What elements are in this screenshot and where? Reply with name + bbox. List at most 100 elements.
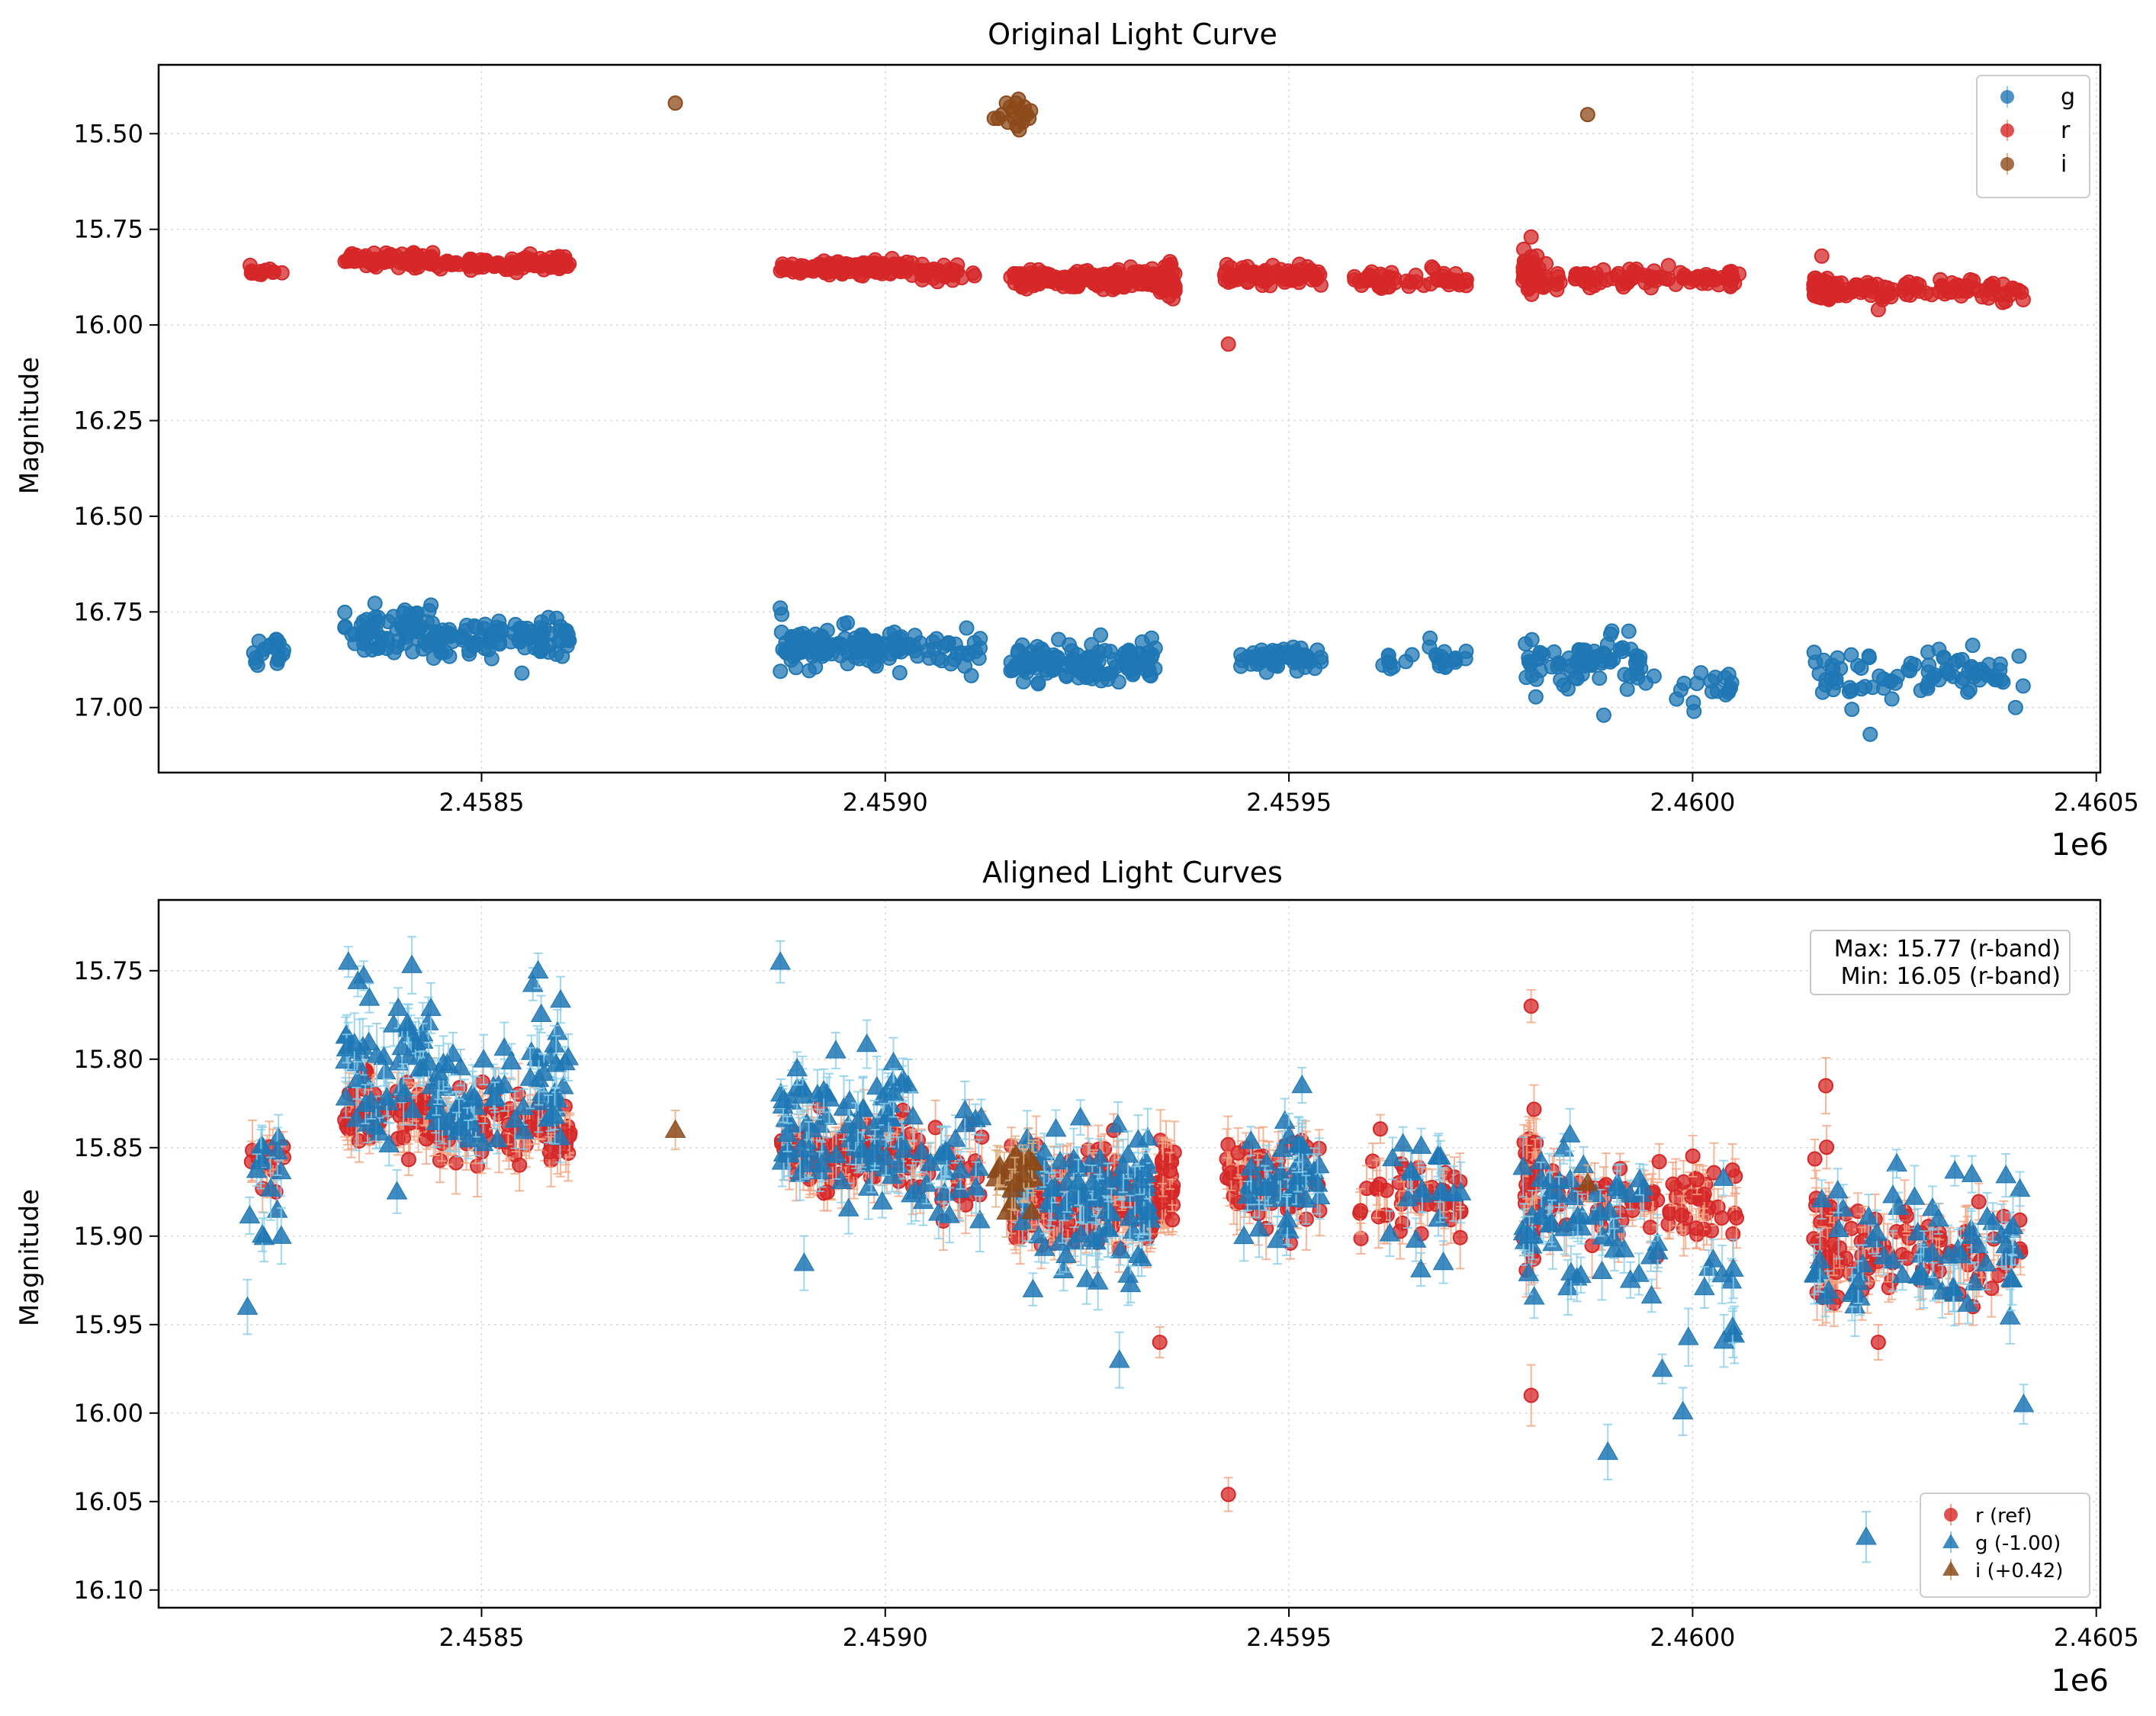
- data-point-r-ref: [1527, 1103, 1541, 1117]
- data-point-g: [1534, 664, 1547, 677]
- data-point-r-ref: [1354, 1204, 1367, 1218]
- data-point-r: [876, 264, 889, 278]
- data-point-r: [1662, 259, 1676, 272]
- data-point-g: [1128, 659, 1142, 673]
- data-point-r: [1539, 257, 1553, 271]
- data-point-g: [1115, 651, 1129, 665]
- data-point-g: [872, 647, 885, 660]
- data-point-r-ref: [397, 1131, 410, 1145]
- data-point-g: [1965, 662, 1979, 676]
- data-point-g: [1304, 654, 1318, 668]
- data-point-g: [789, 631, 802, 644]
- data-point-g: [2012, 649, 2026, 663]
- legend-marker-g: [2000, 90, 2014, 104]
- data-point-g: [853, 652, 866, 666]
- data-point-g: [1639, 676, 1653, 690]
- legend: gri: [1977, 76, 2090, 198]
- data-point-g: [1592, 671, 1606, 685]
- data-point-g: [1020, 651, 1034, 665]
- data-point-g: [1920, 680, 1934, 693]
- data-point-g: [893, 666, 907, 680]
- data-point-g: [542, 638, 556, 652]
- data-point-r: [1982, 291, 1996, 305]
- y-tick-label: 16.00: [73, 310, 143, 339]
- x-axis-offset-label: 1e6: [2051, 1663, 2109, 1698]
- data-point-r-ref: [1374, 1122, 1387, 1136]
- data-point-g: [2016, 679, 2030, 693]
- data-point-g: [1065, 654, 1079, 668]
- data-point-r: [917, 264, 930, 278]
- data-point-r: [1919, 286, 1933, 300]
- data-point-g: [959, 621, 973, 635]
- data-point-r-ref: [1519, 1178, 1533, 1192]
- legend-marker-i: [2000, 157, 2014, 171]
- data-point-g: [1017, 675, 1030, 689]
- data-point-g: [1031, 677, 1045, 691]
- data-point-r: [1219, 265, 1232, 278]
- data-point-g: [1245, 651, 1258, 665]
- data-point-r: [442, 256, 456, 270]
- data-point-g: [1264, 651, 1277, 665]
- data-point-g: [561, 639, 574, 653]
- data-point-g: [1845, 683, 1859, 697]
- data-point-g: [1622, 625, 1636, 638]
- data-point-g: [1382, 655, 1396, 669]
- data-point-g: [1863, 728, 1877, 741]
- data-point-r: [263, 262, 277, 276]
- data-point-r: [1830, 277, 1844, 291]
- data-point-g: [958, 659, 972, 673]
- data-point-r: [1232, 270, 1246, 284]
- legend-label-g: g: [2061, 84, 2075, 111]
- data-point-g: [935, 654, 949, 667]
- data-point-g: [895, 645, 908, 659]
- x-tick-label: 2.4595: [1246, 788, 1332, 817]
- data-point-g: [366, 625, 380, 639]
- data-point-g: [2009, 701, 2023, 715]
- data-point-r-ref: [1689, 1222, 1703, 1236]
- data-point-g: [1084, 638, 1098, 651]
- y-axis-label: Magnitude: [14, 357, 45, 494]
- data-point-g: [1062, 638, 1076, 652]
- data-point-i: [1012, 123, 1026, 137]
- data-point-r: [243, 259, 257, 272]
- data-point-r-ref: [1372, 1210, 1386, 1223]
- data-point-g: [1399, 654, 1412, 668]
- data-point-g: [1933, 673, 1946, 686]
- data-point-g: [338, 606, 352, 619]
- data-point-r: [930, 264, 944, 278]
- data-point-i: [988, 111, 1001, 125]
- data-point-g: [1808, 655, 1822, 669]
- legend-label-i: i: [2061, 151, 2067, 178]
- data-point-r: [1222, 337, 1235, 351]
- data-point-g: [1597, 709, 1611, 722]
- data-point-r: [344, 249, 358, 263]
- data-point-g: [513, 635, 527, 649]
- data-point-r-ref: [1373, 1178, 1386, 1191]
- data-point-g: [1605, 624, 1619, 638]
- data-point-r-ref: [1653, 1155, 1666, 1168]
- data-point-r: [1525, 250, 1538, 264]
- data-point-g: [1046, 664, 1059, 677]
- legend-marker-r: [2000, 124, 2014, 137]
- data-point-r: [950, 258, 964, 272]
- data-point-g: [840, 616, 854, 630]
- data-point-r: [858, 261, 872, 275]
- data-point-g: [368, 611, 382, 625]
- data-point-r: [513, 256, 527, 270]
- data-point-g: [1901, 663, 1915, 676]
- data-point-r: [1550, 283, 1563, 297]
- data-point-r: [1417, 278, 1431, 292]
- data-point-i: [1023, 104, 1037, 117]
- chart-title: Aligned Light Curves: [982, 856, 1283, 889]
- data-point-r-ref: [1820, 1140, 1833, 1154]
- data-point-g: [1529, 690, 1543, 704]
- data-point-g: [1518, 637, 1532, 651]
- data-point-g: [1621, 683, 1634, 696]
- legend-label-r: r: [2061, 117, 2071, 144]
- data-point-r-ref: [1675, 1209, 1688, 1223]
- data-point-i: [1009, 96, 1023, 110]
- data-point-r-ref: [1155, 1195, 1169, 1209]
- data-point-g: [368, 596, 382, 610]
- data-point-r-ref: [1165, 1213, 1179, 1226]
